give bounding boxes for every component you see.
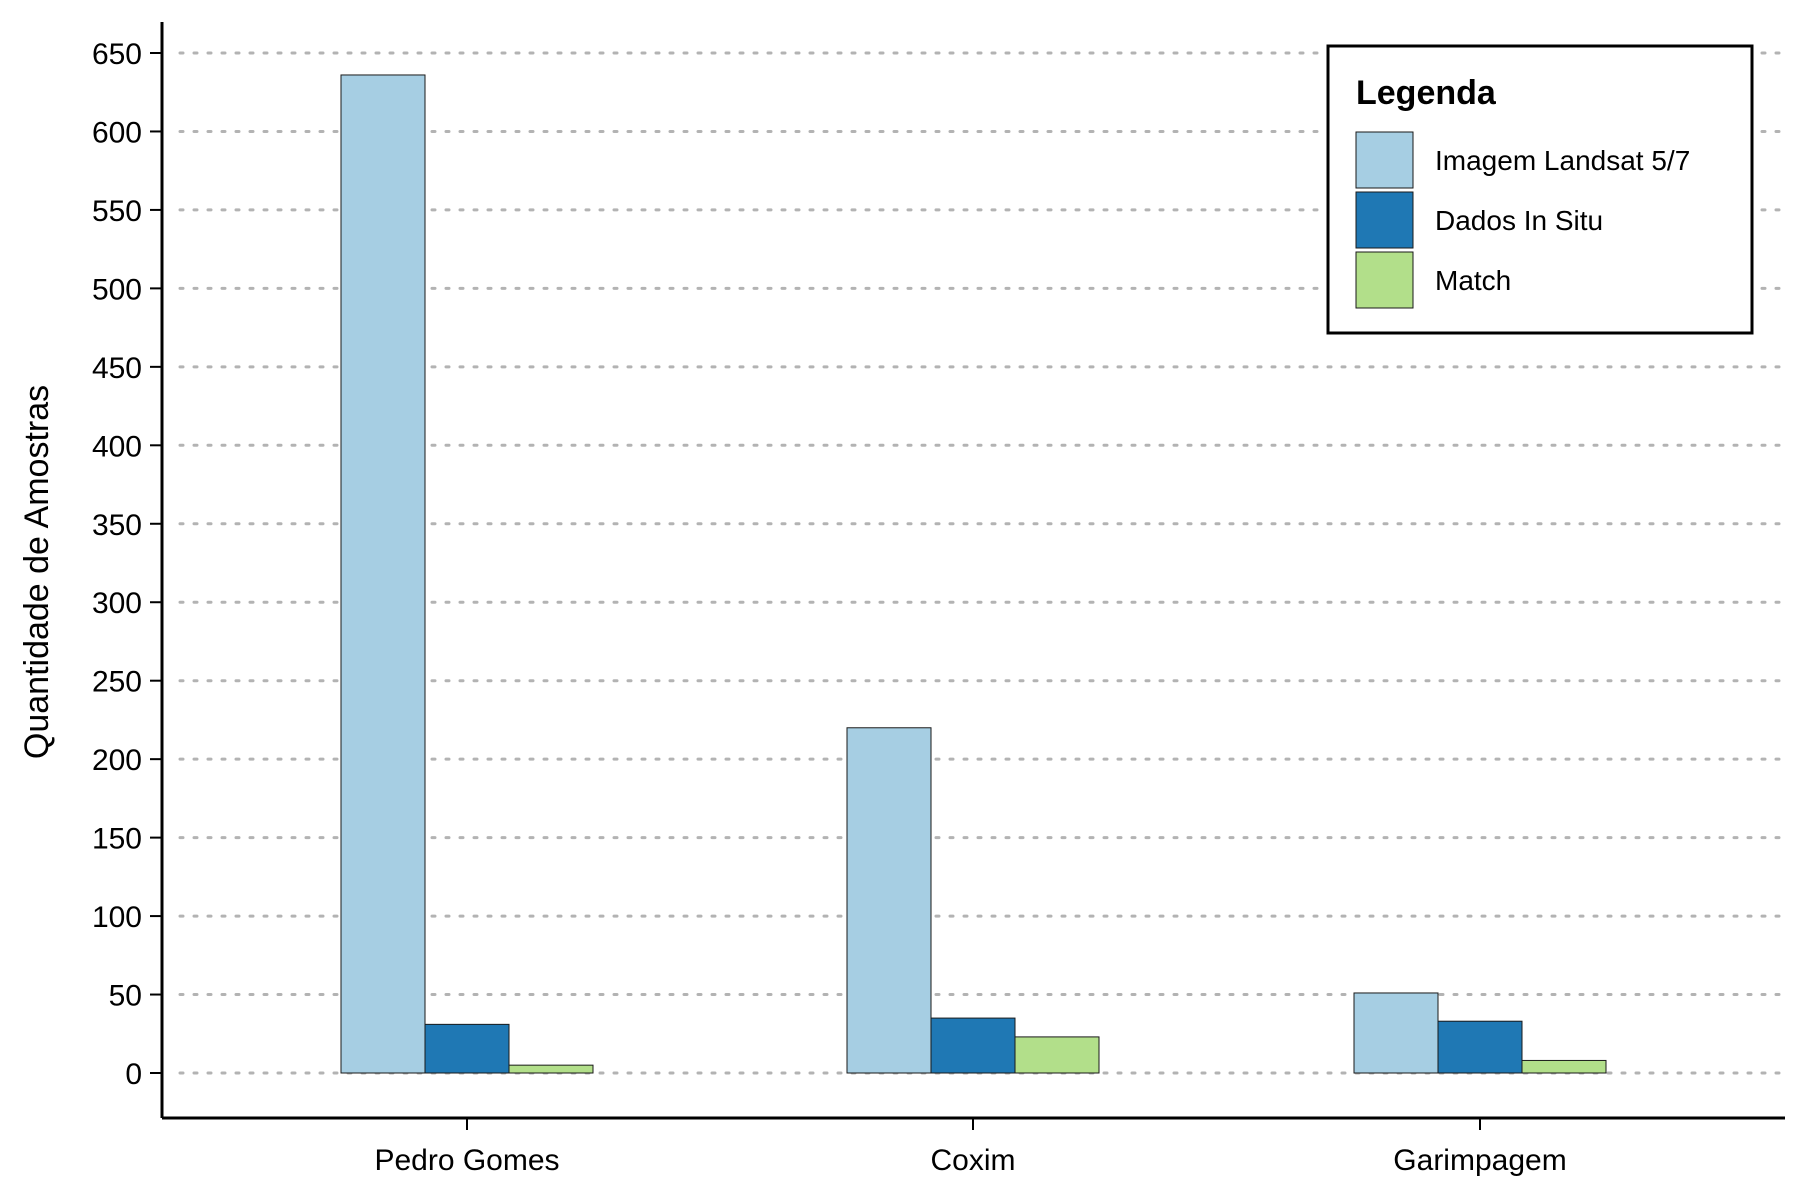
bars	[340, 74, 1607, 1074]
legend-label: Dados In Situ	[1435, 205, 1603, 236]
y-tick-label: 350	[92, 509, 142, 542]
y-tick-label: 0	[125, 1058, 142, 1091]
y-tick-label: 600	[92, 116, 142, 149]
x-tick-label: Pedro Gomes	[374, 1144, 559, 1177]
legend: Legenda Imagem Landsat 5/7 Dados In Situ M…	[1326, 44, 1754, 335]
legend-label: Imagem Landsat 5/7	[1435, 145, 1690, 176]
legend-label: Match	[1435, 265, 1511, 296]
bar	[424, 1023, 510, 1074]
y-tick-label: 300	[92, 587, 142, 620]
legend-swatch	[1355, 251, 1414, 309]
bar	[340, 74, 426, 1074]
bar	[1353, 992, 1439, 1074]
y-tick-label: 450	[92, 352, 142, 385]
y-tick-label: 650	[92, 38, 142, 71]
legend-swatch	[1355, 131, 1414, 189]
axes: 0 50 100 150 200 250 300 350 400 450 500 550 600 650 P…	[92, 22, 1785, 1177]
bar	[930, 1017, 1016, 1074]
x-tick-label: Coxim	[930, 1144, 1015, 1177]
y-tick-label: 250	[92, 666, 142, 699]
y-tick-label: 500	[92, 273, 142, 306]
legend-title: Legenda	[1356, 74, 1497, 112]
y-axis-title: Quantidade de Amostras	[18, 385, 56, 759]
bar	[1521, 1059, 1607, 1074]
bar	[846, 727, 932, 1074]
bar	[508, 1064, 594, 1074]
bar	[1014, 1036, 1100, 1074]
y-tick-label: 50	[109, 980, 142, 1013]
legend-swatch	[1355, 191, 1414, 249]
x-tick-label: Garimpagem	[1393, 1144, 1566, 1177]
bar	[1437, 1020, 1523, 1074]
y-tick-label: 200	[92, 744, 142, 777]
y-tick-label: 550	[92, 195, 142, 228]
y-tick-label: 150	[92, 823, 142, 856]
y-tick-label: 400	[92, 430, 142, 463]
y-tick-label: 100	[92, 901, 142, 934]
